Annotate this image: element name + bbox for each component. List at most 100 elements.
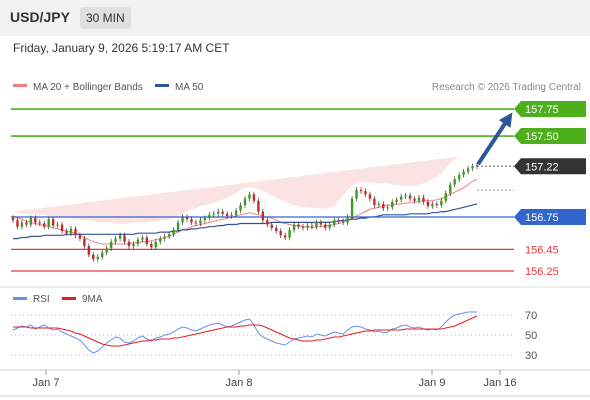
candle-body	[435, 204, 439, 206]
candle-body	[92, 254, 95, 260]
legend-swatch	[155, 84, 169, 87]
candle-body	[65, 231, 68, 234]
candle-body	[150, 243, 153, 248]
candle-body	[123, 235, 126, 242]
candle-body	[475, 165, 479, 167]
candle-body	[83, 238, 86, 247]
candle-body	[43, 223, 46, 227]
candle-body	[212, 213, 215, 215]
candle-body	[279, 231, 282, 236]
candle-body	[74, 228, 77, 236]
candle-body	[395, 199, 398, 202]
level-label: 157.50	[525, 131, 559, 143]
candle-body	[203, 218, 207, 221]
candle-body	[96, 256, 99, 260]
candle-body	[51, 219, 55, 226]
candle-body	[105, 248, 108, 253]
candle-body	[118, 235, 122, 239]
candle-body	[288, 229, 291, 238]
candle-body	[283, 235, 287, 238]
candle-body	[230, 214, 233, 216]
bollinger-band-area	[13, 156, 460, 224]
candle-body	[408, 195, 412, 199]
level-label: 156.75	[525, 212, 559, 224]
candle-body	[426, 201, 430, 207]
rsi-tick-label: 70	[525, 310, 537, 322]
legend-label: MA 50	[175, 82, 204, 93]
credit-text: Research © 2026 Trading Central	[432, 82, 581, 93]
candles	[11, 162, 479, 262]
x-axis: Jan 7 Jan 8 Jan 9 Jan 16	[33, 370, 517, 389]
candle-body	[234, 210, 238, 215]
candle-body	[221, 211, 224, 214]
candle-body	[225, 213, 229, 216]
candle-body	[136, 239, 140, 244]
candle-body	[404, 195, 407, 197]
candle-body	[457, 174, 461, 180]
candle-body	[364, 191, 367, 195]
candle-body	[176, 222, 180, 230]
candle-body	[310, 225, 314, 227]
candle-body	[194, 222, 198, 224]
candle-body	[391, 201, 394, 208]
candle-body	[270, 224, 273, 228]
legend-swatch	[62, 297, 76, 300]
header-bar: USD/JPY 30 MIN	[0, 0, 590, 36]
candle-body	[275, 227, 278, 232]
rsi-ma-line	[13, 315, 478, 347]
candle-body	[297, 224, 300, 227]
timeframe-button[interactable]: 30 MIN	[80, 7, 131, 29]
candle-body	[319, 222, 323, 225]
timestamp: Friday, January 9, 2026 5:19:17 AM CET	[13, 41, 230, 55]
candle-body	[25, 222, 28, 225]
candle-body	[337, 220, 340, 222]
candle-body	[453, 179, 456, 185]
candle-body	[341, 221, 345, 223]
legend-swatch	[13, 297, 27, 300]
candle-body	[444, 193, 447, 201]
candle-body	[109, 241, 113, 249]
candle-body	[266, 220, 269, 225]
level-label: 157.22	[525, 161, 559, 173]
candle-body	[56, 224, 59, 226]
candle-body	[199, 220, 202, 224]
candle-body	[359, 190, 363, 192]
legend-swatch	[13, 84, 27, 87]
candle-body	[315, 222, 318, 227]
rsi-tick-label: 50	[525, 330, 537, 342]
candle-body	[257, 200, 260, 212]
candle-body	[413, 198, 416, 201]
rsi-tick-label: 30	[525, 350, 537, 362]
forecast-arrow	[476, 112, 513, 166]
forecast-arrow-shaft	[476, 117, 510, 166]
level-tag	[514, 128, 586, 145]
candle-body	[386, 207, 389, 209]
legend-label: 9MA	[82, 294, 103, 305]
candle-body	[172, 229, 175, 235]
candle-body	[159, 238, 162, 242]
ma50-line	[13, 203, 478, 240]
ma20-line	[12, 178, 478, 245]
candle-body	[132, 243, 135, 247]
candle-body	[78, 235, 82, 239]
price-legend: MA 20 + Bollinger Bands MA 50	[13, 82, 204, 93]
level-label: 156.45	[525, 244, 559, 256]
candle-body	[377, 204, 381, 206]
candle-body	[417, 197, 421, 201]
rsi-grid: 30 50 70	[11, 310, 537, 362]
candle-body	[248, 194, 251, 199]
candle-body	[114, 238, 117, 242]
candle-body	[355, 190, 358, 199]
rsi-lines	[12, 311, 478, 354]
candle-body	[328, 224, 331, 228]
level-tag	[514, 101, 586, 118]
candle-body	[145, 237, 149, 244]
candle-body	[324, 224, 327, 228]
candle-body	[217, 211, 220, 214]
candle-body	[373, 198, 376, 206]
candle-body	[29, 218, 33, 225]
candle-body	[141, 237, 144, 240]
candle-body	[440, 200, 443, 206]
candle-body	[127, 241, 131, 247]
